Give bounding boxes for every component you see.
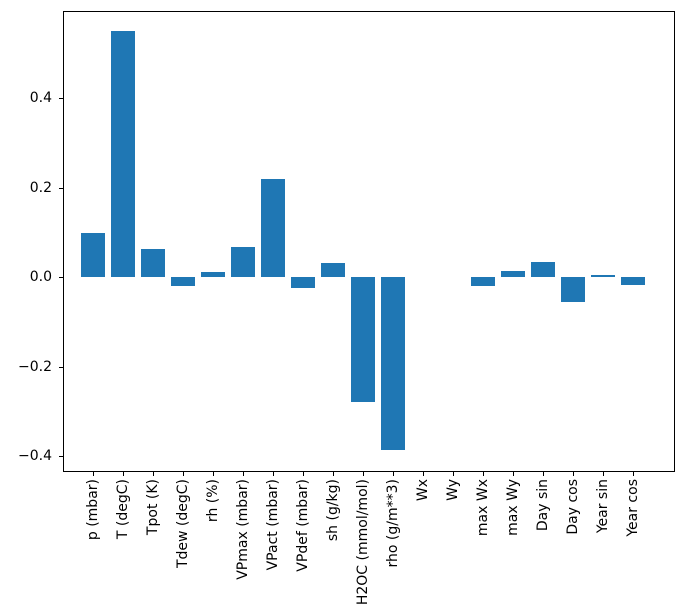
x-axis-tick: [213, 472, 215, 476]
x-tick-label: Tpot (K): [145, 479, 162, 536]
x-tick-label: Tdew (degC): [175, 479, 192, 569]
x-tick-label: p (mbar): [85, 479, 102, 541]
x-axis-tick: [453, 472, 455, 476]
x-tick-label: Wy: [445, 479, 462, 501]
x-tick-label: max Wy: [505, 479, 522, 536]
x-tick-label: Year cos: [625, 479, 642, 537]
bar-day-sin: [531, 261, 556, 278]
x-axis-tick: [93, 472, 95, 476]
x-axis-tick: [123, 472, 125, 476]
x-tick-label: VPmax (mbar): [235, 479, 252, 580]
x-tick-label: VPact (mbar): [265, 479, 282, 571]
bar-h2oc-mmol-mol: [351, 277, 376, 403]
x-tick-label: Year sin: [595, 479, 612, 534]
x-tick-label: Wx: [415, 479, 432, 502]
x-tick-label: Day cos: [565, 479, 582, 535]
bar-vpact-mbar: [261, 179, 286, 278]
bar-t-degc: [111, 30, 136, 278]
y-tick-label: 0.4: [29, 89, 52, 106]
x-axis-tick: [183, 472, 185, 476]
y-axis-tick: [59, 277, 63, 279]
x-axis-tick: [333, 472, 335, 476]
x-axis-tick: [363, 472, 365, 476]
x-axis-tick: [633, 472, 635, 476]
x-tick-label: max Wx: [475, 479, 492, 537]
y-axis-tick: [59, 366, 63, 368]
x-tick-label: rh (%): [205, 479, 222, 523]
x-tick-label: VPdef (mbar): [295, 479, 312, 572]
y-axis-tick: [59, 456, 63, 458]
bar-max-wy: [501, 270, 526, 278]
bar-vpmax-mbar: [231, 247, 256, 278]
bar-max-wx: [471, 277, 496, 286]
x-axis-tick: [543, 472, 545, 476]
x-tick-label: Day sin: [535, 479, 552, 532]
y-tick-label: −0.4: [18, 448, 52, 465]
x-axis-tick: [423, 472, 425, 476]
x-axis-tick: [603, 472, 605, 476]
y-tick-label: 0.2: [29, 179, 52, 196]
y-axis-tick: [59, 97, 63, 99]
plot-area: [63, 11, 675, 472]
bar-year-cos: [621, 277, 646, 286]
x-axis-tick: [273, 472, 275, 476]
y-axis-tick: [59, 187, 63, 189]
x-axis-tick: [483, 472, 485, 476]
bar-year-sin: [591, 275, 616, 278]
bar-tpot-k: [141, 248, 166, 278]
bar-vpdef-mbar: [291, 277, 316, 289]
x-tick-label: rho (g/m**3): [385, 479, 402, 568]
bar-p-mbar: [81, 232, 106, 278]
x-tick-label: H2OC (mmol/mol): [355, 479, 372, 606]
x-axis-tick: [153, 472, 155, 476]
x-axis-tick: [393, 472, 395, 476]
x-axis-tick: [513, 472, 515, 476]
y-tick-label: −0.2: [18, 358, 52, 375]
x-tick-label: sh (g/kg): [325, 479, 342, 542]
bar-tdew-degc: [171, 277, 196, 287]
x-axis-tick: [303, 472, 305, 476]
bar-rho-g-m-3: [381, 277, 406, 450]
bar-rh: [201, 271, 226, 278]
x-axis-tick: [573, 472, 575, 476]
x-tick-label: T (degC): [115, 479, 132, 540]
bar-day-cos: [561, 277, 586, 302]
y-tick-label: 0.0: [29, 269, 52, 286]
x-axis-tick: [243, 472, 245, 476]
bar-sh-g-kg: [321, 263, 346, 278]
